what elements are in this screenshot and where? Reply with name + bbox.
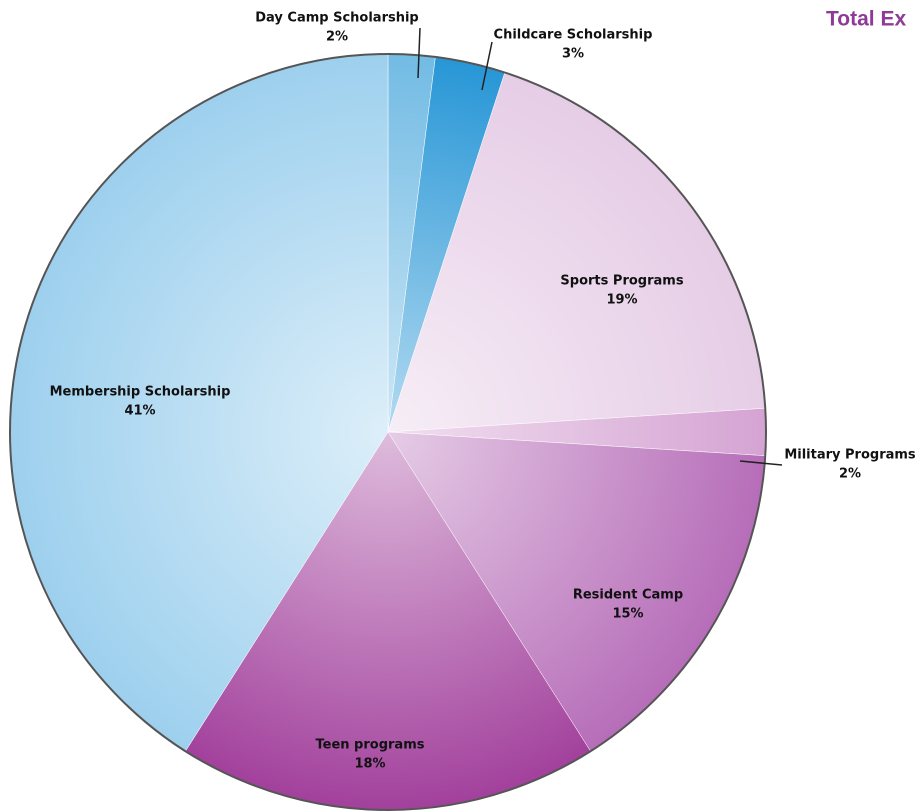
slice-label: Teen programs [316, 738, 425, 753]
slice-value: 3% [562, 47, 584, 62]
leader-line [417, 27, 421, 79]
slice-label: Day Camp Scholarship [255, 11, 419, 26]
slice-label: Military Programs [784, 448, 916, 463]
leader-line [739, 460, 783, 466]
chart-title: Total Ex [826, 8, 906, 31]
slice-value: 19% [606, 293, 637, 308]
slice-value: 2% [839, 467, 861, 482]
slice-label: Resident Camp [573, 588, 683, 603]
slice-value: 18% [354, 757, 385, 772]
slice-value: 2% [326, 30, 348, 45]
labels: Day Camp Scholarship 2% Childcare Scholars… [50, 11, 916, 772]
leader-line [481, 41, 493, 91]
slice-value: 41% [124, 404, 155, 419]
slice-value: 15% [612, 607, 643, 622]
slice-label: Childcare Scholarship [494, 28, 653, 43]
pie [9, 53, 767, 811]
slice-label: Sports Programs [560, 274, 683, 289]
slice-label: Membership Scholarship [50, 385, 231, 400]
